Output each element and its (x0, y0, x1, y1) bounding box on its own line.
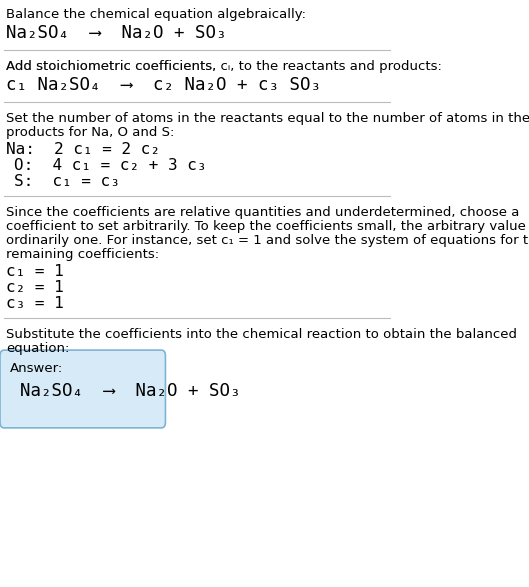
Text: c₁ Na₂SO₄  ⟶  c₂ Na₂O + c₃ SO₃: c₁ Na₂SO₄ ⟶ c₂ Na₂O + c₃ SO₃ (6, 76, 321, 94)
Text: remaining coefficients:: remaining coefficients: (6, 248, 159, 261)
Text: c₃ = 1: c₃ = 1 (6, 296, 63, 311)
FancyBboxPatch shape (0, 350, 166, 428)
Text: products for Na, O and S:: products for Na, O and S: (6, 126, 175, 139)
Text: ordinarily one. For instance, set c₁ = 1 and solve the system of equations for t: ordinarily one. For instance, set c₁ = 1… (6, 234, 529, 247)
Text: Substitute the coefficients into the chemical reaction to obtain the balanced: Substitute the coefficients into the che… (6, 328, 517, 341)
Text: Add stoichiometric coefficients, cᵢ, to the reactants and products:: Add stoichiometric coefficients, cᵢ, to … (6, 60, 442, 73)
Text: Add stoichiometric coefficients,: Add stoichiometric coefficients, (6, 60, 221, 73)
Text: c₁ = 1: c₁ = 1 (6, 264, 63, 279)
Text: Na₂SO₄  ⟶  Na₂O + SO₃: Na₂SO₄ ⟶ Na₂O + SO₃ (20, 382, 240, 400)
Text: coefficient to set arbitrarily. To keep the coefficients small, the arbitrary va: coefficient to set arbitrarily. To keep … (6, 220, 529, 233)
Text: Add stoichiometric coefficients, σ, to the reactants and products:: Add stoichiometric coefficients, σ, to t… (6, 60, 441, 73)
Text: c₂ = 1: c₂ = 1 (6, 280, 63, 295)
Text: Set the number of atoms in the reactants equal to the number of atoms in the: Set the number of atoms in the reactants… (6, 112, 529, 125)
Text: O:  4 c₁ = c₂ + 3 c₃: O: 4 c₁ = c₂ + 3 c₃ (14, 158, 206, 173)
Text: Balance the chemical equation algebraically:: Balance the chemical equation algebraica… (6, 8, 306, 21)
Text: S:  c₁ = c₃: S: c₁ = c₃ (14, 174, 120, 189)
Text: Answer:: Answer: (10, 362, 63, 375)
Text: Na:  2 c₁ = 2 c₂: Na: 2 c₁ = 2 c₂ (6, 142, 160, 157)
Text: Since the coefficients are relative quantities and underdetermined, choose a: Since the coefficients are relative quan… (6, 206, 519, 219)
Text: Na₂SO₄  ⟶  Na₂O + SO₃: Na₂SO₄ ⟶ Na₂O + SO₃ (6, 24, 226, 42)
Text: equation:: equation: (6, 342, 69, 355)
